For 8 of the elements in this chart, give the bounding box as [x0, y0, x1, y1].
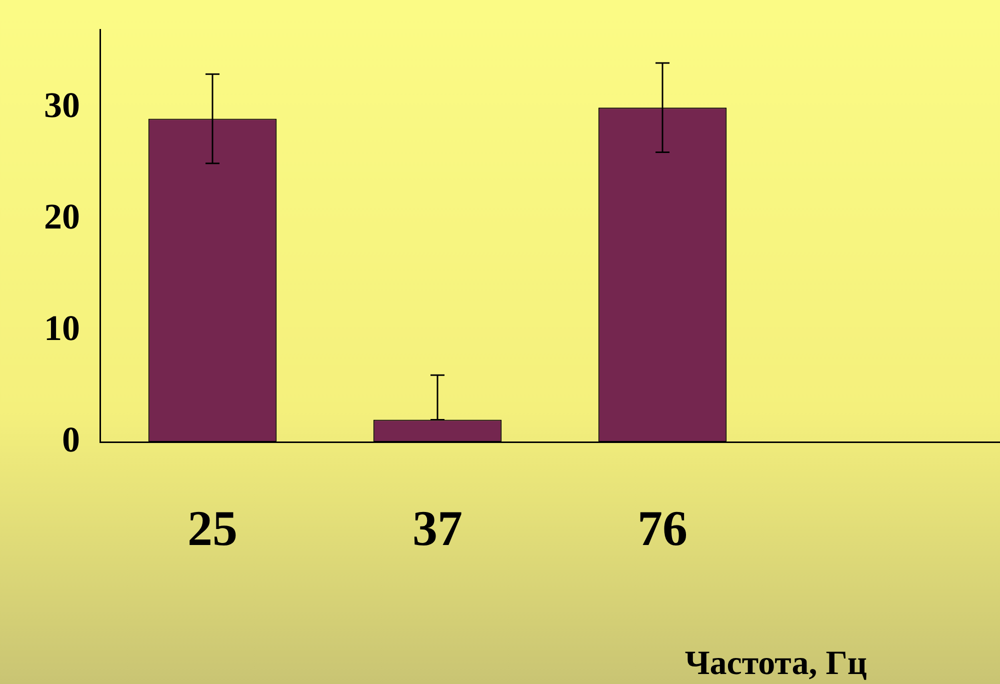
y-tick-label: 20 [44, 196, 80, 236]
x-tick-label: 37 [412, 500, 462, 556]
y-tick-label: 0 [62, 419, 80, 460]
x-tick-label: 25 [188, 500, 238, 556]
y-tick-label: 30 [44, 84, 80, 125]
x-axis-title: Частота, Гц [684, 644, 868, 682]
y-tick-label: 10 [44, 308, 80, 348]
x-tick-label: 76 [638, 500, 688, 556]
